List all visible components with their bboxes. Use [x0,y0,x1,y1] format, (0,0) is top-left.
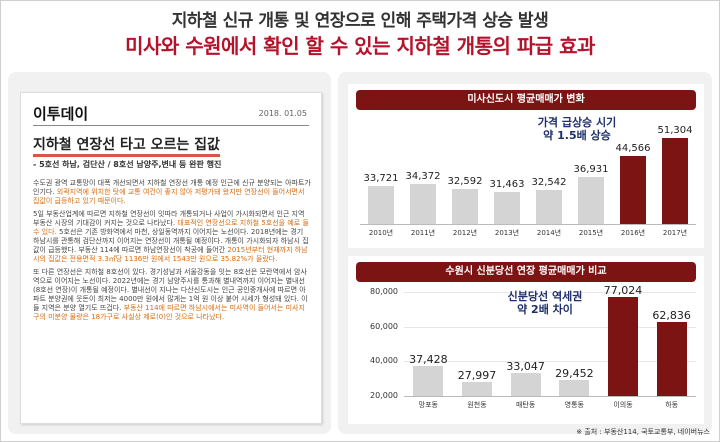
value-label: 32,542 [531,176,567,188]
value-label: 33,047 [506,360,545,374]
category-label: 원천동 [467,401,487,409]
category-label: 2010년 [368,229,394,237]
bar-2012년 [451,189,478,224]
bar-2013년 [493,192,520,224]
bar-이의동 [607,297,639,396]
bar-2017년 [661,137,688,224]
y-tick-label: 40,000 [370,356,398,366]
bar-2010년 [367,186,394,224]
value-label: 29,452 [555,366,594,380]
bar-2015년 [577,177,604,224]
category-label: 하동 [665,401,679,409]
highlighted-text: 대표적인 연장선으로 지하철 5호선을 예로 들 수 있다. [33,219,309,236]
value-label: 31,463 [489,179,525,191]
body-text: 수도권 광역 교통망이 대폭 개선되면서 지하철 연장선 개통 예정 인근에 신… [33,179,311,196]
value-label: 37,428 [409,352,448,366]
baseline [404,396,696,397]
bar-2014년 [535,189,562,224]
gridline [404,326,696,328]
category-label: 영통동 [564,401,584,409]
annotation-line: 약 2배 차이 [517,303,573,316]
article-date: 2018. 01.05 [258,109,307,118]
chart-annotation: 가격 급상승 시기 약 1.5배 상승 [522,116,632,142]
chart-annotation: 신분당선 역세권 약 2배 차이 [490,290,600,316]
article-subtitle: - 5호선 하남, 검단산 / 8호선 남양주,변내 등 완판 행진 [33,160,222,169]
baseline [360,224,696,225]
annotation-line: 가격 급상승 시기 [537,116,617,129]
bar-2011년 [409,184,436,224]
body-text: 5일 부동산업계에 따르면 지하철 연장선이 잇따라 개통되거나 사업이 가시화… [33,210,305,227]
category-label: 망포동 [418,401,438,409]
headline-top: 지하철 신규 개통 및 연장으로 인해 주택가격 상승 발생 [171,11,549,31]
highlighted-text: 외곽지역에 위치한 탓에 교통 여건이 좋지 않아 저평가돼 왔지만 연장선이 … [33,188,305,205]
bar-망포동 [413,365,444,396]
category-label: 2016년 [620,229,646,237]
brand-divider [33,125,309,126]
source-note: ※ 출처 : 부동산114, 국토교통부, 네이버뉴스 [576,428,710,436]
y-tick-label: 80,000 [370,287,398,296]
value-label: 27,997 [457,369,497,383]
news-clipping: 이투데이 2018. 01.05 지하철 연장선 타고 오르는 집값 - 5호선… [20,92,322,424]
body-text: 5호선은 기존 방화역에서 마천, 상일동역까지 이어지는 노선이다. 2018… [33,228,309,254]
value-label: 34,372 [405,171,441,183]
value-label: 36,931 [573,164,609,176]
category-label: 2015년 [578,229,604,237]
category-label: 2011년 [410,229,436,237]
bar-매탄동 [510,373,541,396]
highlighted-text: 부동산 114에 따르면 하남시에서는 미사역이 들어서는 미사지구의 미분양 … [33,304,305,321]
bar-하동 [656,321,687,396]
gridline [404,361,696,363]
article-body: 수도권 광역 교통망이 대폭 개선되면서 지하철 연장선 개통 예정 인근에 신… [33,179,311,326]
category-label: 매탄동 [515,401,536,409]
body-text: 또 다른 연장선은 지하철 8호선이 있다. 경기성남과 서울강동을 잇는 8호… [33,268,308,312]
category-label: 이의동 [613,401,633,409]
annotation-line: 신분당선 역세권 [507,290,583,303]
category-label: 2013년 [494,229,520,237]
article-title: 지하철 연장선 타고 오르는 집값 [33,137,220,157]
article-paragraph: 5일 부동산업계에 따르면 지하철 연장선이 잇따라 개통되거나 사업이 가시화… [33,210,311,264]
newspaper-brand: 이투데이 [33,105,89,123]
gridline [404,292,696,293]
value-label: 33,721 [363,173,399,185]
chart-misa-title: 미사신도시 평균매매가 변화 [356,90,696,110]
y-tick-label: 20,000 [370,391,398,400]
chart-suwon-title: 수원시 신분당선 연장 평균매매가 비교 [356,262,696,282]
article-paragraph: 수도권 광역 교통망이 대폭 개선되면서 지하철 연장선 개통 예정 인근에 신… [33,179,311,206]
category-label: 2012년 [452,229,478,237]
bar-원천동 [461,382,493,396]
highlighted-text: 2015년부터 현재까지 하남시의 집값은 전용면적 3.3㎡당 1136만 원… [33,246,308,263]
annotation-line: 약 1.5배 상승 [543,129,611,142]
value-label: 77,024 [603,284,643,298]
headline-main: 미사와 수원에서 확인 할 수 있는 지하철 개통의 파급 효과 [125,34,595,58]
value-label: 32,592 [447,176,483,188]
category-label: 2017년 [662,229,688,237]
bar-영통동 [559,379,590,396]
article-paragraph: 또 다른 연장선은 지하철 8호선이 있다. 경기성남과 서울강동을 잇는 8호… [33,268,311,322]
value-label: 62,836 [652,308,691,322]
value-label: 44,566 [615,143,651,155]
value-label: 51,304 [657,124,693,136]
bar-2016년 [619,156,646,224]
category-label: 2014년 [536,229,562,237]
y-tick-label: 60,000 [370,321,398,331]
